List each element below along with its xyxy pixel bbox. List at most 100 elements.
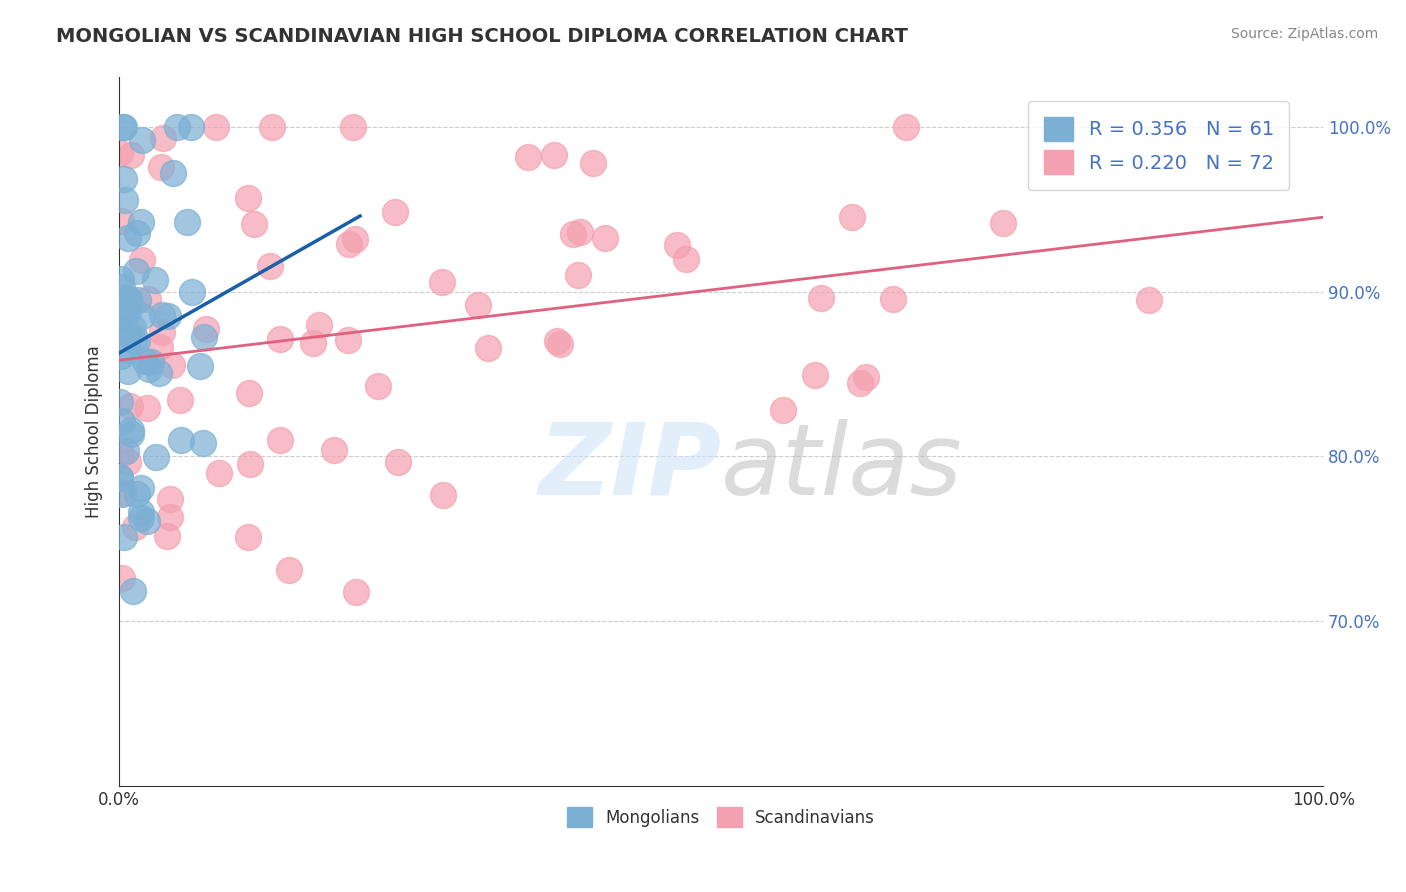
Point [131,252,153,267]
Point [543,148,565,162]
Point [111,487,134,501]
Point [236,530,259,544]
Point [567,268,589,282]
Point [882,293,904,307]
Point [302,335,325,350]
Point [160,358,183,372]
Y-axis label: High School Diploma: High School Diploma [86,345,103,518]
Point [665,237,688,252]
Point [125,226,148,240]
Point [593,231,616,245]
Point [136,514,159,528]
Point [122,321,145,335]
Point [111,120,134,134]
Point [582,155,605,169]
Point [117,364,139,378]
Point [387,455,409,469]
Point [190,359,212,374]
Point [149,340,172,354]
Point [337,333,360,347]
Point [110,317,132,331]
Point [159,509,181,524]
Point [145,450,167,464]
Point [159,491,181,506]
Point [131,505,153,519]
Point [993,216,1015,230]
Point [810,291,832,305]
Point [112,311,135,326]
Point [114,193,136,207]
Point [269,332,291,346]
Point [125,264,148,278]
Point [143,273,166,287]
Point [193,436,215,450]
Text: Source: ZipAtlas.com: Source: ZipAtlas.com [1230,27,1378,41]
Point [127,293,149,307]
Point [849,376,872,390]
Point [110,349,132,363]
Point [546,334,568,349]
Point [156,529,179,543]
Point [112,172,135,186]
Point [120,423,142,437]
Point [110,279,132,293]
Point [110,471,132,485]
Point [136,292,159,306]
Point [112,120,135,134]
Point [1137,293,1160,307]
Point [150,325,173,339]
Point [162,166,184,180]
Point [117,304,139,318]
Point [432,488,454,502]
Point [243,217,266,231]
Point [772,403,794,417]
Point [278,563,301,577]
Point [122,334,145,348]
Point [111,414,134,428]
Point [111,571,134,585]
Point [841,211,863,225]
Point [148,366,170,380]
Point [118,292,141,306]
Point [176,215,198,229]
Point [120,147,142,161]
Point [149,160,172,174]
Point [675,252,697,267]
Point [322,443,344,458]
Point [110,214,132,228]
Text: MONGOLIAN VS SCANDINAVIAN HIGH SCHOOL DIPLOMA CORRELATION CHART: MONGOLIAN VS SCANDINAVIAN HIGH SCHOOL DI… [56,27,908,45]
Point [569,225,592,239]
Point [517,150,540,164]
Point [236,191,259,205]
Point [477,342,499,356]
Point [134,354,156,368]
Point [127,334,149,349]
Point [112,321,135,335]
Point [150,308,173,322]
Point [120,427,142,442]
Point [110,322,132,336]
Point [117,326,139,340]
Point [260,120,283,134]
Point [548,337,571,351]
Legend: Mongolians, Scandinavians: Mongolians, Scandinavians [561,800,882,834]
Point [114,290,136,304]
Point [430,275,453,289]
Point [342,120,364,134]
Point [110,311,132,326]
Point [129,215,152,229]
Point [125,487,148,501]
Point [110,469,132,483]
Point [110,447,132,461]
Point [208,466,231,480]
Point [367,379,389,393]
Point [467,298,489,312]
Point [114,304,136,318]
Point [120,295,142,310]
Point [238,386,260,401]
Point [169,433,191,447]
Point [156,309,179,323]
Point [894,120,917,134]
Point [337,237,360,252]
Point [259,259,281,273]
